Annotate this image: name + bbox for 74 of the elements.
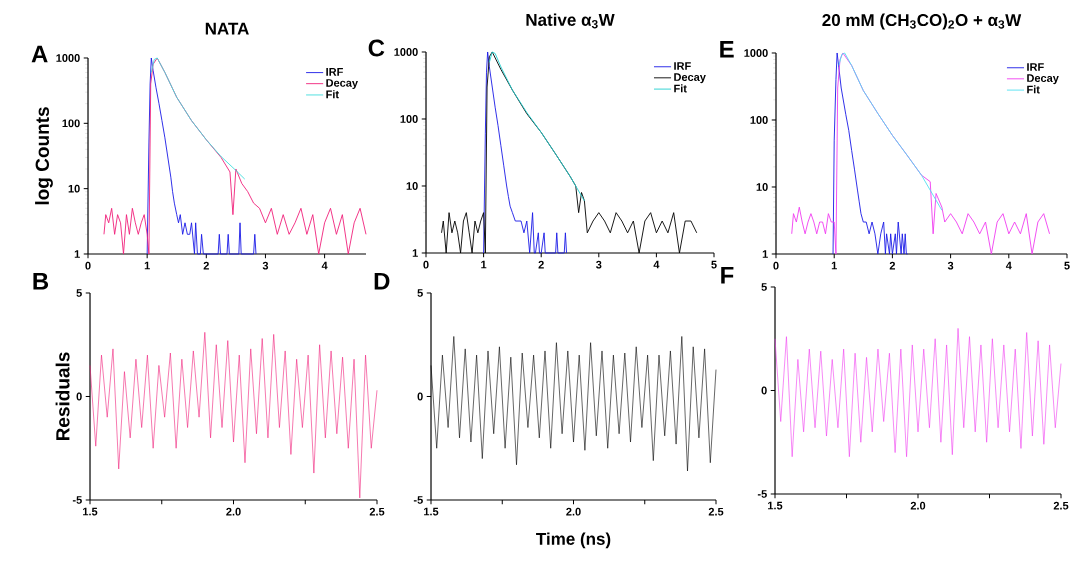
text: F — [721, 266, 734, 284]
legend-label: Decay — [1027, 74, 1059, 85]
y-tick-label: 1 — [74, 250, 80, 258]
x-tick-label: 1 — [144, 261, 150, 270]
line-series — [838, 52, 943, 211]
legend-label: IRF — [674, 62, 691, 70]
chart-title: 20 mM (CH$_{3}$CO)$_{2}$O + α$_{3}$W — [822, 13, 1022, 30]
x-tick-label: 1.5 — [424, 507, 439, 516]
legend-label: Fit — [326, 90, 339, 99]
line-series — [103, 57, 367, 255]
text: C — [368, 39, 385, 57]
y-tick-label: 0 — [417, 392, 423, 401]
legend-label: Fit — [674, 84, 687, 93]
y-tick-label: 0 — [76, 392, 82, 401]
x-tick-label: 1.5 — [83, 507, 98, 516]
line-series — [774, 328, 1062, 458]
x-tick-label: 2.0 — [566, 507, 581, 516]
x-tick-label: 2 — [538, 260, 544, 269]
x-tick-label: 2.0 — [910, 501, 926, 510]
y-tick-label: 5 — [76, 289, 82, 297]
legend-label: Decay — [326, 79, 358, 89]
line-series — [832, 52, 908, 255]
x-tick-label: 2.5 — [708, 507, 724, 516]
x-tick-label: 2.5 — [369, 507, 385, 516]
text: E — [720, 40, 734, 58]
y-tick-label: 100 — [400, 115, 418, 123]
y-tick-label: 0 — [761, 386, 767, 395]
x-tick-label: 0 — [423, 260, 429, 269]
x-tick-label: 4 — [653, 260, 660, 269]
x-tick-label: 2 — [203, 261, 209, 270]
x-axis-title: Time (ns) — [536, 532, 611, 549]
y-tick-label: 1 — [762, 250, 768, 258]
y-tick-label: 5 — [417, 289, 423, 297]
x-tick-label: 5 — [1064, 261, 1070, 270]
x-tick-label: 1 — [831, 261, 837, 270]
y-tick-label: 1000 — [394, 48, 418, 56]
line-series — [150, 57, 246, 180]
y-tick-label: 100 — [62, 119, 80, 128]
x-tick-label: 2 — [889, 261, 896, 270]
y-tick-label: 5 — [761, 283, 767, 291]
legend-label: IRF — [1027, 63, 1044, 71]
y-tick-label: 1000 — [744, 49, 768, 57]
x-tick-label: 3 — [947, 261, 954, 270]
y-tick-label: 10 — [756, 183, 768, 191]
y-tick-label: 1 — [412, 249, 418, 257]
x-tick-label: 0 — [773, 261, 779, 270]
y-tick-label: 100 — [750, 116, 768, 124]
x-tick-label: 3 — [596, 260, 602, 269]
x-tick-label: 0 — [85, 261, 91, 270]
text: D — [374, 272, 390, 290]
x-tick-label: 4 — [321, 261, 328, 270]
legend-label: Fit — [1027, 85, 1040, 94]
y-tick-label: -5 — [413, 496, 423, 504]
x-tick-label: 4 — [1005, 261, 1012, 270]
legend-label: Decay — [674, 73, 706, 84]
text: B — [33, 272, 49, 290]
x-tick-label: 3 — [262, 261, 269, 270]
text: A — [31, 45, 48, 63]
x-tick-label: 1 — [481, 260, 487, 269]
y-tick-label: -5 — [757, 490, 767, 498]
chart-title: Native α$_{3}$W — [526, 13, 615, 29]
x-tick-label: 2.5 — [1053, 501, 1069, 510]
x-tick-label: 1.5 — [768, 501, 783, 510]
y-tick-label: 1000 — [56, 54, 80, 62]
line-series — [488, 51, 585, 202]
y-tick-label: 10 — [68, 184, 80, 193]
y-tick-label: -5 — [72, 496, 82, 504]
x-tick-label: 2.0 — [226, 507, 241, 516]
chart-title: NATA — [205, 22, 249, 35]
x-tick-label: 5 — [711, 260, 717, 269]
y-tick-label: 10 — [406, 182, 418, 190]
y-axis-title: Residuals — [55, 352, 70, 441]
legend-label: IRF — [326, 68, 343, 76]
y-axis-title: log Counts — [35, 107, 53, 205]
